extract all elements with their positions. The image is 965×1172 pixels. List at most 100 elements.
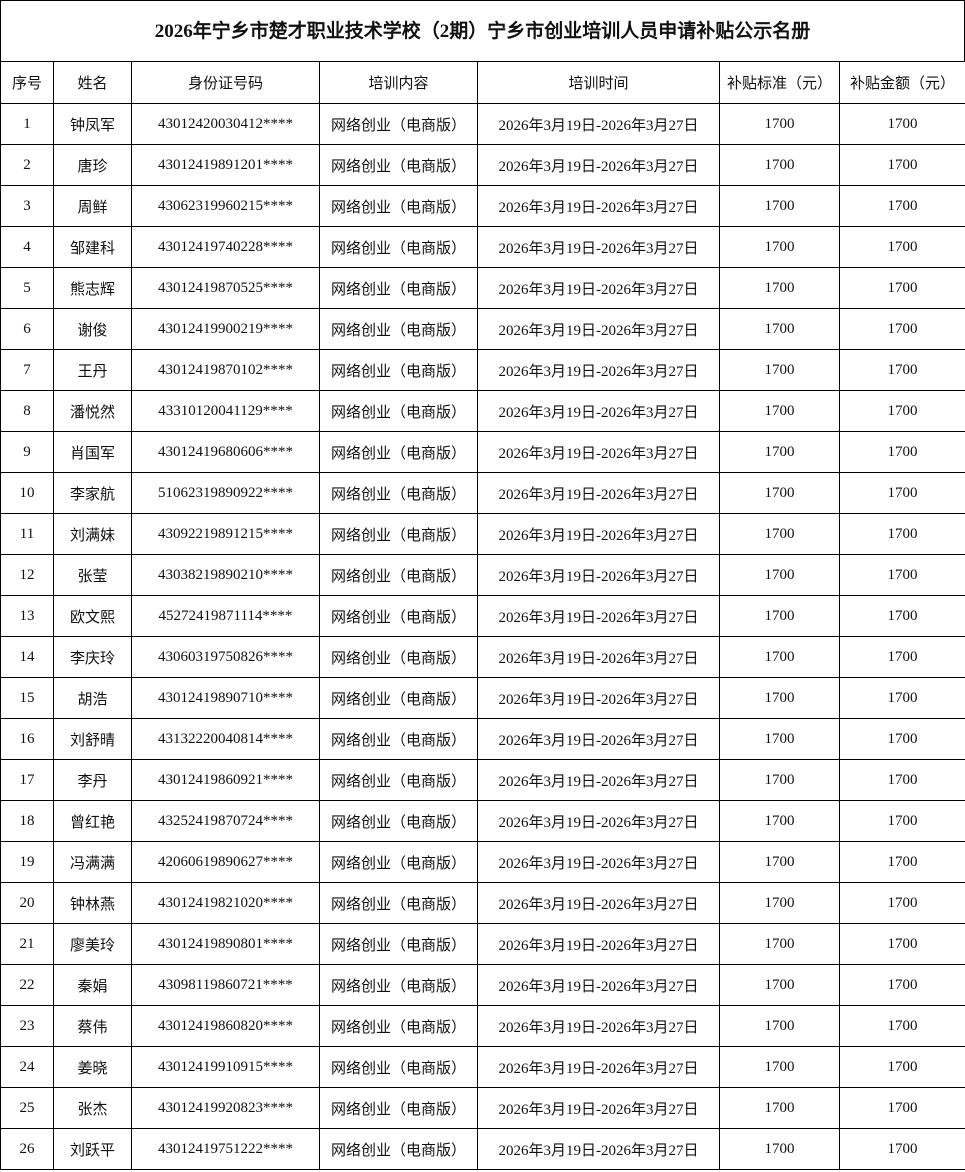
training-period-cell: 2026年3月19日-2026年3月27日 <box>477 431 720 473</box>
name-cell: 钟凤军 <box>53 103 132 145</box>
subsidy-standard-cell: 1700 <box>719 1128 840 1170</box>
header-name: 姓名 <box>53 61 132 104</box>
id-number-cell: 42060619890627**** <box>131 841 320 883</box>
subsidy-amount-cell: 1700 <box>839 841 965 883</box>
training-period-cell: 2026年3月19日-2026年3月27日 <box>477 103 720 145</box>
name-cell: 胡浩 <box>53 677 132 719</box>
training-content-cell: 网络创业（电商版） <box>319 349 478 391</box>
name-cell: 王丹 <box>53 349 132 391</box>
training-content-cell: 网络创业（电商版） <box>319 226 478 268</box>
training-content-cell: 网络创业（电商版） <box>319 472 478 514</box>
table-row: 20 钟林燕 43012419821020**** 网络创业（电商版） 2026年3月1… <box>0 882 965 924</box>
subsidy-standard-cell: 1700 <box>719 595 840 637</box>
index-cell: 2 <box>0 144 54 186</box>
index-cell: 7 <box>0 349 54 391</box>
table-row: 17 李丹 43012419860921**** 网络创业（电商版） 2026年3月19… <box>0 759 965 801</box>
training-period-cell: 2026年3月19日-2026年3月27日 <box>477 554 720 596</box>
id-number-cell: 43012419870102**** <box>131 349 320 391</box>
id-number-cell: 51062319890922**** <box>131 472 320 514</box>
subsidy-amount-cell: 1700 <box>839 1046 965 1088</box>
index-cell: 10 <box>0 472 54 514</box>
subsidy-standard-cell: 1700 <box>719 718 840 760</box>
name-cell: 李丹 <box>53 759 132 801</box>
subsidy-amount-cell: 1700 <box>839 349 965 391</box>
training-content-cell: 网络创业（电商版） <box>319 759 478 801</box>
table-row: 5 熊志辉 43012419870525**** 网络创业（电商版） 2026年3月19… <box>0 267 965 309</box>
index-cell: 1 <box>0 103 54 145</box>
subsidy-amount-cell: 1700 <box>839 390 965 432</box>
id-number-cell: 43310120041129**** <box>131 390 320 432</box>
name-cell: 钟林燕 <box>53 882 132 924</box>
id-number-cell: 43012419920823**** <box>131 1087 320 1129</box>
header-subsidy-amount: 补贴金额（元） <box>839 61 965 104</box>
index-cell: 15 <box>0 677 54 719</box>
index-cell: 17 <box>0 759 54 801</box>
training-content-cell: 网络创业（电商版） <box>319 103 478 145</box>
training-period-cell: 2026年3月19日-2026年3月27日 <box>477 226 720 268</box>
subsidy-standard-cell: 1700 <box>719 554 840 596</box>
training-content-cell: 网络创业（电商版） <box>319 185 478 227</box>
id-number-cell: 43038219890210**** <box>131 554 320 596</box>
name-cell: 熊志辉 <box>53 267 132 309</box>
header-id-number: 身份证号码 <box>131 61 320 104</box>
subsidy-table: 序号 姓名 身份证号码 培训内容 培训时间 补贴标准（元） 补贴金额（元） 1 钟凤军 4301… <box>0 61 965 1170</box>
subsidy-amount-cell: 1700 <box>839 964 965 1006</box>
subsidy-amount-cell: 1700 <box>839 636 965 678</box>
index-cell: 21 <box>0 923 54 965</box>
id-number-cell: 43098119860721**** <box>131 964 320 1006</box>
id-number-cell: 43012419870525**** <box>131 267 320 309</box>
table-row: 13 欧文熙 45272419871114**** 网络创业（电商版） 2026年3月1… <box>0 595 965 637</box>
training-content-cell: 网络创业（电商版） <box>319 841 478 883</box>
subsidy-standard-cell: 1700 <box>719 1046 840 1088</box>
subsidy-amount-cell: 1700 <box>839 1087 965 1129</box>
training-content-cell: 网络创业（电商版） <box>319 144 478 186</box>
subsidy-standard-cell: 1700 <box>719 267 840 309</box>
name-cell: 邹建科 <box>53 226 132 268</box>
name-cell: 张杰 <box>53 1087 132 1129</box>
subsidy-amount-cell: 1700 <box>839 759 965 801</box>
id-number-cell: 43012419860820**** <box>131 1005 320 1047</box>
table-row: 19 冯满满 42060619890627**** 网络创业（电商版） 2026年3月1… <box>0 841 965 883</box>
training-period-cell: 2026年3月19日-2026年3月27日 <box>477 390 720 432</box>
index-cell: 13 <box>0 595 54 637</box>
training-period-cell: 2026年3月19日-2026年3月27日 <box>477 349 720 391</box>
subsidy-standard-cell: 1700 <box>719 841 840 883</box>
training-content-cell: 网络创业（电商版） <box>319 800 478 842</box>
name-cell: 秦娟 <box>53 964 132 1006</box>
training-content-cell: 网络创业（电商版） <box>319 513 478 555</box>
subsidy-amount-cell: 1700 <box>839 308 965 350</box>
subsidy-standard-cell: 1700 <box>719 1087 840 1129</box>
training-period-cell: 2026年3月19日-2026年3月27日 <box>477 144 720 186</box>
training-period-cell: 2026年3月19日-2026年3月27日 <box>477 308 720 350</box>
subsidy-standard-cell: 1700 <box>719 226 840 268</box>
subsidy-standard-cell: 1700 <box>719 431 840 473</box>
subsidy-amount-cell: 1700 <box>839 718 965 760</box>
subsidy-standard-cell: 1700 <box>719 636 840 678</box>
training-content-cell: 网络创业（电商版） <box>319 431 478 473</box>
training-period-cell: 2026年3月19日-2026年3月27日 <box>477 1005 720 1047</box>
name-cell: 李庆玲 <box>53 636 132 678</box>
id-number-cell: 43012419860921**** <box>131 759 320 801</box>
id-number-cell: 43012419751222**** <box>131 1128 320 1170</box>
name-cell: 姜晓 <box>53 1046 132 1088</box>
training-content-cell: 网络创业（电商版） <box>319 1087 478 1129</box>
training-content-cell: 网络创业（电商版） <box>319 718 478 760</box>
name-cell: 冯满满 <box>53 841 132 883</box>
table-row: 8 潘悦然 43310120041129**** 网络创业（电商版） 2026年3月19… <box>0 390 965 432</box>
index-cell: 12 <box>0 554 54 596</box>
training-content-cell: 网络创业（电商版） <box>319 554 478 596</box>
header-training-content: 培训内容 <box>319 61 478 104</box>
id-number-cell: 43252419870724**** <box>131 800 320 842</box>
id-number-cell: 43012419680606**** <box>131 431 320 473</box>
table-row: 22 秦娟 43098119860721**** 网络创业（电商版） 2026年3月19… <box>0 964 965 1006</box>
subsidy-amount-cell: 1700 <box>839 1128 965 1170</box>
subsidy-standard-cell: 1700 <box>719 390 840 432</box>
subsidy-standard-cell: 1700 <box>719 103 840 145</box>
subsidy-standard-cell: 1700 <box>719 513 840 555</box>
subsidy-standard-cell: 1700 <box>719 759 840 801</box>
document-title: 2026年宁乡市楚才职业技术学校（2期）宁乡市创业培训人员申请补贴公示名册 <box>0 0 965 61</box>
name-cell: 谢俊 <box>53 308 132 350</box>
header-subsidy-standard: 补贴标准（元） <box>719 61 840 104</box>
subsidy-amount-cell: 1700 <box>839 513 965 555</box>
subsidy-amount-cell: 1700 <box>839 431 965 473</box>
